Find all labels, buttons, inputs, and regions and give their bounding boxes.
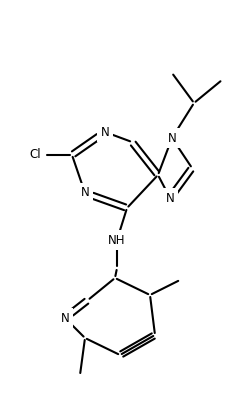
Text: N: N [101,126,109,138]
Text: N: N [81,186,89,200]
Text: N: N [61,312,69,324]
Text: Cl: Cl [29,148,41,162]
Text: Cl: Cl [29,148,41,162]
Text: N: N [168,132,176,144]
Text: N: N [166,192,174,204]
Text: NH: NH [108,234,126,246]
